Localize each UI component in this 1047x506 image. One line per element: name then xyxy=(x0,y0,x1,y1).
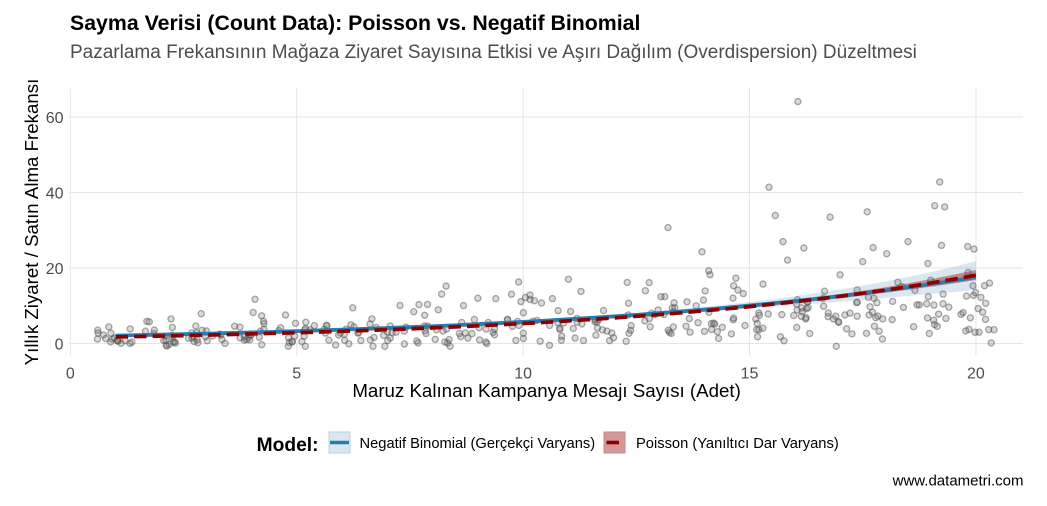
svg-text:Negatif Binomial (Gerçekçi Var: Negatif Binomial (Gerçekçi Varyans) xyxy=(360,436,596,452)
svg-text:Model:: Model: xyxy=(257,435,319,456)
svg-text:www.datametri.com: www.datametri.com xyxy=(892,473,1024,490)
svg-text:Yıllık Ziyaret / Satın Alma Fr: Yıllık Ziyaret / Satın Alma Frekansı xyxy=(21,79,42,366)
svg-text:20: 20 xyxy=(967,365,985,382)
svg-text:20: 20 xyxy=(46,261,64,278)
svg-text:10: 10 xyxy=(514,365,532,382)
svg-text:Poisson (Yanıltıcı Dar Varyans: Poisson (Yanıltıcı Dar Varyans) xyxy=(636,436,839,452)
svg-text:0: 0 xyxy=(66,365,75,382)
svg-text:15: 15 xyxy=(741,365,759,382)
svg-text:5: 5 xyxy=(292,365,301,382)
svg-text:Maruz Kalınan Kampanya Mesajı: Maruz Kalınan Kampanya Mesajı Sayısı (Ad… xyxy=(352,380,740,401)
svg-text:Pazarlama Frekansının Mağaza Z: Pazarlama Frekansının Mağaza Ziyaret Say… xyxy=(70,42,917,63)
svg-text:60: 60 xyxy=(46,110,64,127)
svg-text:Sayma Verisi (Count Data): Poi: Sayma Verisi (Count Data): Poisson vs. N… xyxy=(70,11,640,35)
svg-text:0: 0 xyxy=(55,336,64,353)
svg-text:40: 40 xyxy=(46,185,64,202)
